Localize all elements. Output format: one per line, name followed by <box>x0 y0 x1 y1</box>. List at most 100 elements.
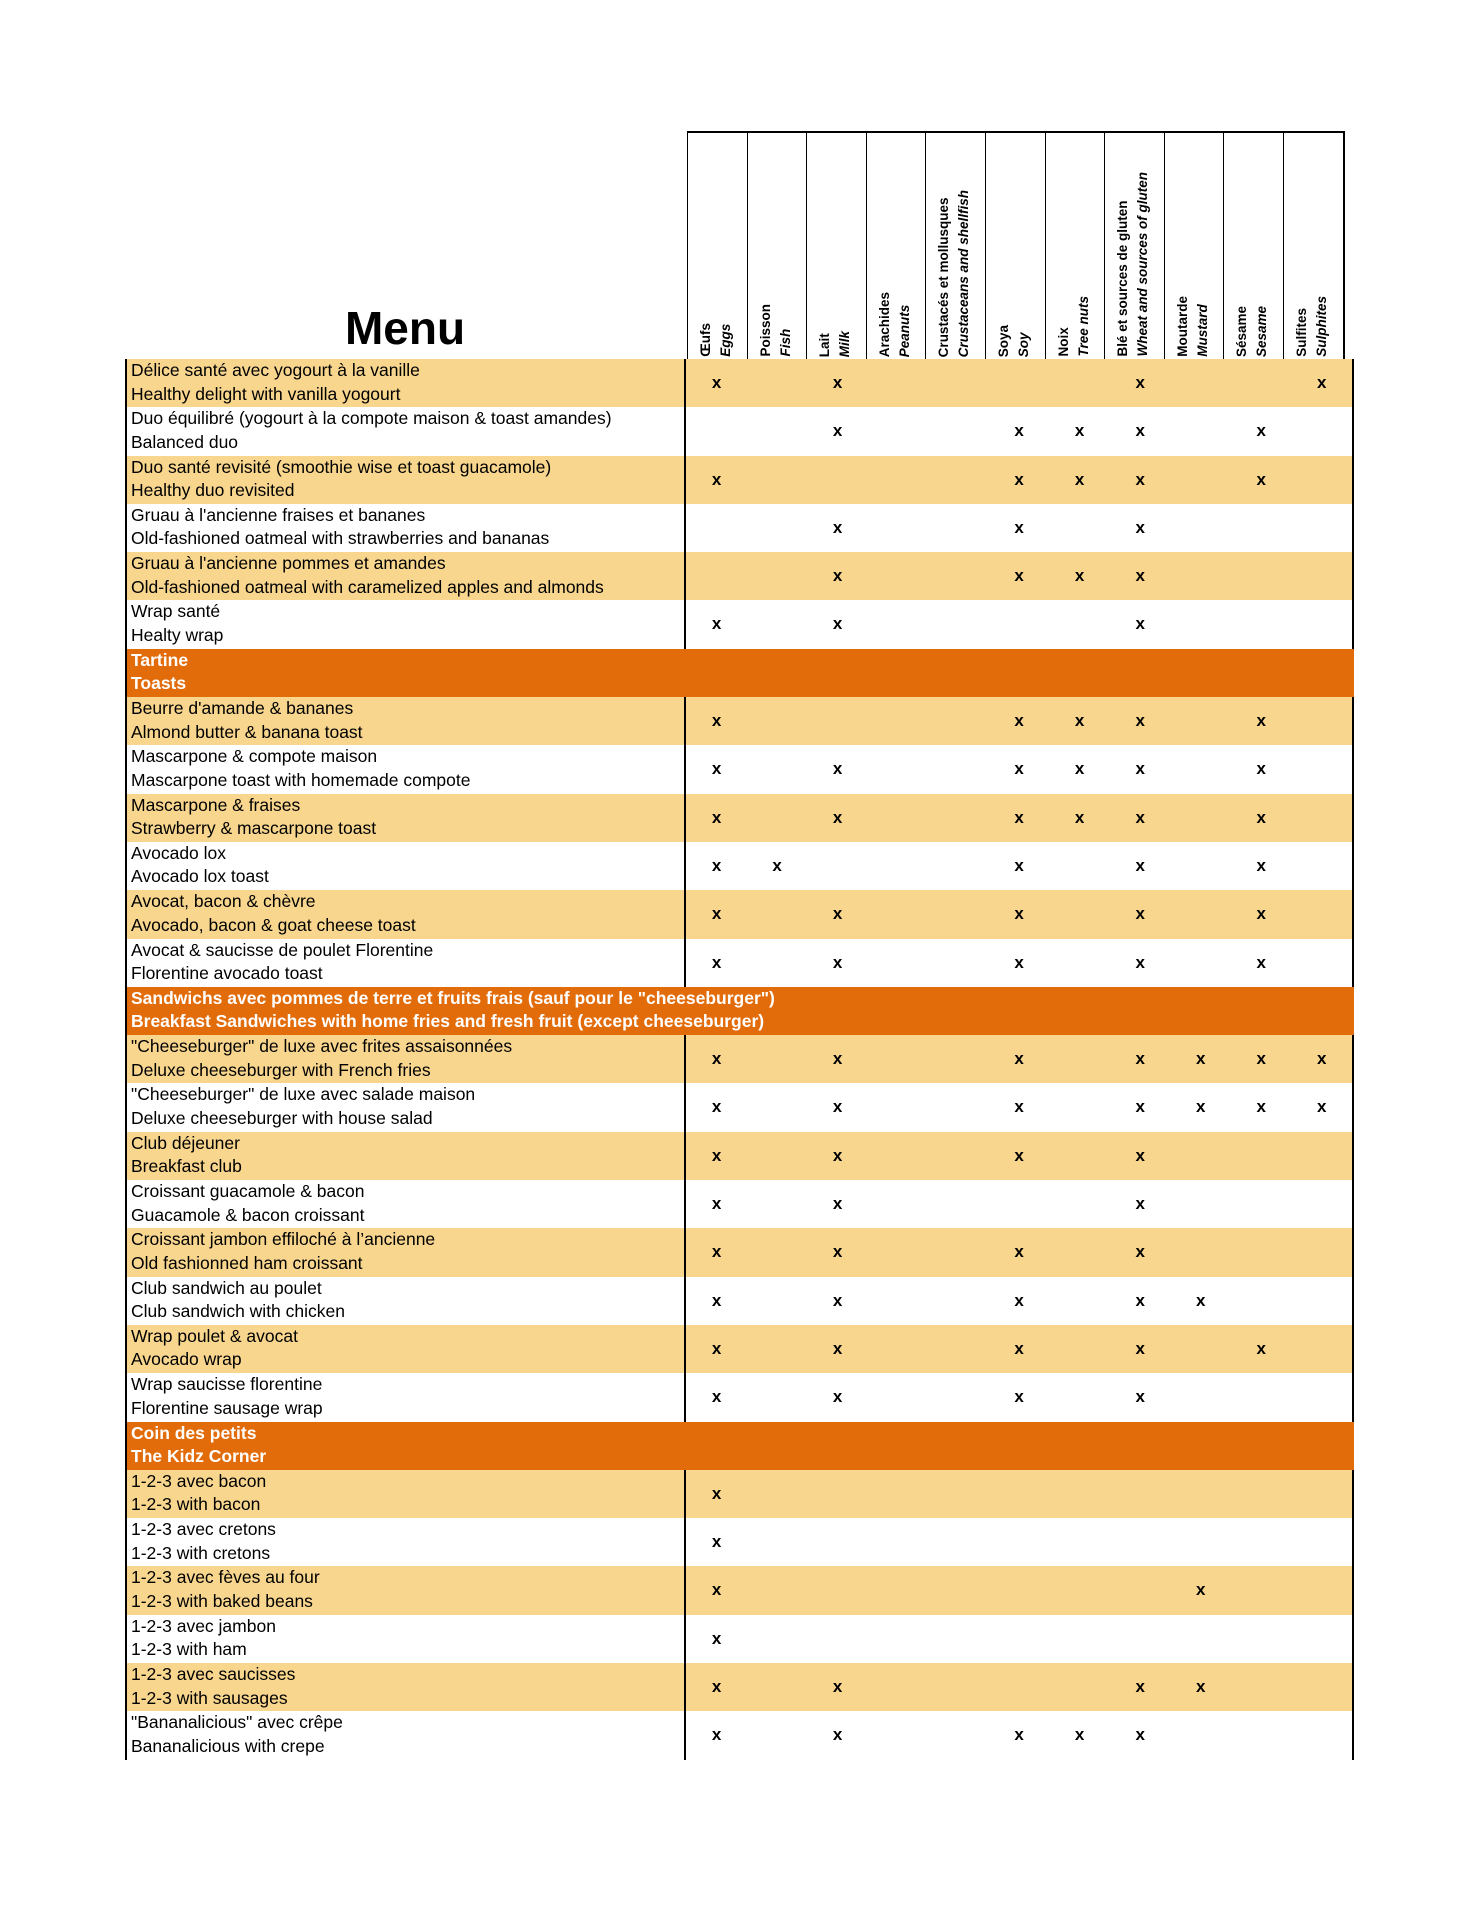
allergen-mark: x <box>711 904 722 924</box>
allergen-mark <box>1110 1518 1171 1566</box>
allergen-mark: x <box>1135 759 1145 779</box>
allergen-mark: x <box>1256 759 1266 779</box>
allergen-mark <box>1291 1277 1352 1325</box>
allergen-mark <box>1291 1180 1352 1228</box>
allergen-mark <box>807 1518 868 1566</box>
allergen-mark <box>1170 794 1231 842</box>
allergen-mark <box>1170 1373 1231 1421</box>
allergen-column-header: Arachides Peanuts <box>865 133 926 361</box>
item-name-en: Florentine avocado toast <box>131 963 323 984</box>
allergen-mark <box>686 504 747 552</box>
item-name-fr: Duo santé revisité (smoothie wise et toa… <box>131 456 552 477</box>
allergen-mark <box>747 1373 808 1421</box>
item-name-en: Club sandwich with chicken <box>131 1301 345 1322</box>
item-name: Mascarpone & compote maison Mascarpone to… <box>125 745 687 794</box>
allergen-mark <box>928 697 989 745</box>
allergen-mark <box>928 1663 989 1711</box>
item-name-fr: 1-2-3 avec saucisses <box>131 1664 296 1685</box>
allergen-mark: x <box>1256 855 1266 875</box>
allergen-mark <box>868 1663 929 1711</box>
allergen-mark: x <box>711 1145 722 1165</box>
allergen-en: Peanuts <box>896 304 912 357</box>
allergen-mark <box>1231 1373 1292 1421</box>
allergen-mark: x <box>832 1049 843 1069</box>
allergen-mark: x <box>1135 904 1145 924</box>
allergen-label: Œufs Eggs <box>696 323 736 357</box>
allergen-fr: Crustacés et mollusques <box>936 197 952 357</box>
allergen-mark: x <box>1195 1097 1206 1117</box>
allergen-mark <box>1231 1518 1292 1566</box>
allergen-mark: x <box>832 952 843 972</box>
allergen-mark <box>807 456 868 504</box>
allergen-mark: x <box>1014 711 1024 731</box>
allergen-mark: x <box>1014 1725 1024 1745</box>
allergen-mark <box>1231 1180 1292 1228</box>
allergen-mark <box>1291 794 1352 842</box>
allergen-mark <box>1231 504 1292 552</box>
allergen-mark: x <box>832 1338 843 1358</box>
allergen-mark <box>928 1180 989 1228</box>
allergen-mark: x <box>1014 469 1024 489</box>
allergen-header: Œufs Eggs Poisson Fish Lait Milk Arachides Pean… <box>687 131 1345 361</box>
allergen-mark: x <box>1074 759 1085 779</box>
item-name-en: Guacamole & bacon croissant <box>131 1204 365 1225</box>
allergen-fr: Sulfites <box>1293 308 1309 357</box>
allergen-mark: x <box>711 759 722 779</box>
item-name: 1-2-3 avec fèves au four 1-2-3 with baked… <box>125 1566 687 1615</box>
allergen-mark: x <box>1074 711 1085 731</box>
allergen-mark: x <box>1256 904 1266 924</box>
item-name-en: 1-2-3 with ham <box>131 1639 247 1660</box>
allergen-mark <box>747 1518 808 1566</box>
allergen-mark <box>747 1228 808 1276</box>
allergen-en: Mustard <box>1194 304 1210 357</box>
allergen-mark <box>1170 745 1231 793</box>
item-name: Avocat, bacon & chèvre Avocado, bacon & g… <box>125 890 687 939</box>
allergen-mark: x <box>1014 421 1024 441</box>
item-name: Sandwichs avec pommes de terre et fruits… <box>125 986 1354 1036</box>
allergen-mark <box>928 842 989 890</box>
allergen-mark: x <box>1195 1580 1206 1600</box>
allergen-mark <box>747 1325 808 1373</box>
allergen-en: Tree nuts <box>1075 296 1091 357</box>
allergen-column-header: Soya Soy <box>984 133 1045 361</box>
allergen-mark <box>868 1566 929 1614</box>
allergen-mark: x <box>832 904 843 924</box>
allergen-mark <box>1170 600 1231 648</box>
allergen-mark <box>1170 359 1231 407</box>
item-name-fr: Croissant guacamole & bacon <box>131 1181 365 1202</box>
item-name-en: Mascarpone toast with homemade compote <box>131 769 471 790</box>
allergen-mark <box>989 359 1050 407</box>
allergen-fr: Poisson <box>757 304 773 357</box>
allergen-mark <box>868 359 929 407</box>
item-name-fr: Avocat & saucisse de poulet Florentine <box>131 939 434 960</box>
allergen-mark <box>928 794 989 842</box>
item-name-fr: Wrap santé <box>131 601 221 622</box>
allergen-mark <box>1291 552 1352 600</box>
allergen-mark: x <box>1195 1290 1206 1310</box>
item-name-fr: Club déjeuner <box>131 1132 240 1153</box>
allergen-mark <box>868 1132 929 1180</box>
allergen-mark: x <box>711 1338 722 1358</box>
allergen-label: Sulfites Sulphites <box>1292 296 1332 357</box>
item-name: "Cheeseburger" de luxe avec salade maiso… <box>125 1083 687 1132</box>
allergen-mark: x <box>1256 807 1266 827</box>
item-name-fr: Club sandwich au poulet <box>131 1277 322 1298</box>
table-row: 1-2-3 avec cretons 1-2-3 with cretons x <box>125 1518 1354 1567</box>
item-name: Gruau à l'ancienne fraises et bananes Old… <box>125 503 687 553</box>
item-name-fr: Mascarpone & compote maison <box>131 746 378 767</box>
allergen-mark <box>1170 1518 1231 1566</box>
allergen-mark: x <box>832 566 843 586</box>
table-row: Délice santé avec yogourt à la vanille He… <box>125 359 1354 408</box>
allergen-label: Lait Milk <box>815 331 855 357</box>
table-row: 1-2-3 avec fèves au four 1-2-3 with baked… <box>125 1566 1354 1615</box>
item-name-fr: Délice santé avec yogourt à la vanille <box>131 360 420 380</box>
allergen-mark <box>1291 1615 1352 1663</box>
allergen-mark <box>928 456 989 504</box>
allergen-mark: x <box>1014 1097 1024 1117</box>
allergen-mark <box>1231 1566 1292 1614</box>
item-name-en: Balanced duo <box>131 431 239 452</box>
allergen-mark: x <box>1256 421 1266 441</box>
allergen-mark: x <box>711 807 722 827</box>
allergen-mark: x <box>1135 1338 1145 1358</box>
allergen-mark: x <box>832 614 843 634</box>
